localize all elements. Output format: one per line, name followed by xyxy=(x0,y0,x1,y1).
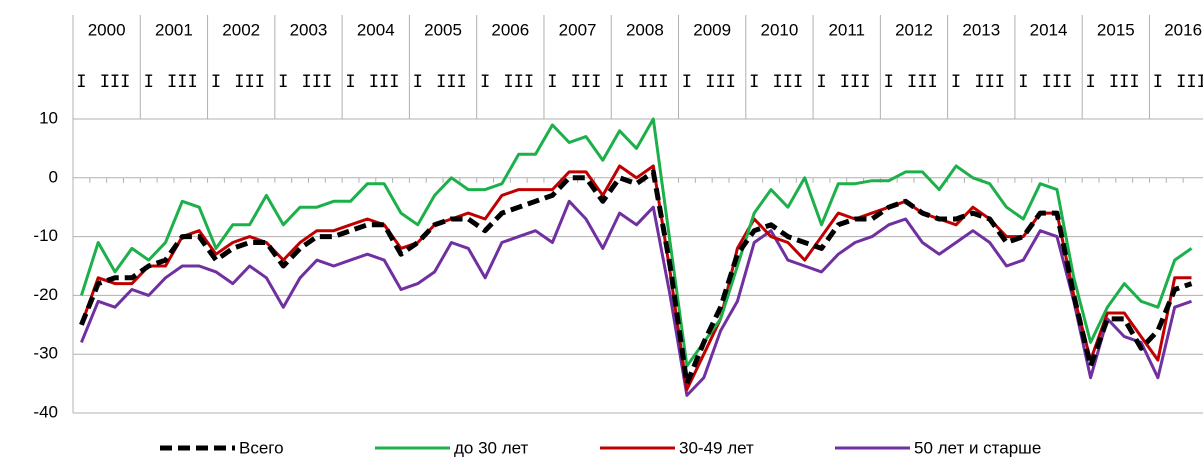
quarter-label: I xyxy=(278,72,288,92)
quarter-label: III xyxy=(638,72,669,92)
quarter-label: III xyxy=(100,72,131,92)
y-tick-label: 0 xyxy=(49,167,58,186)
quarter-label: III xyxy=(1109,72,1140,92)
year-label: 2013 xyxy=(962,20,1000,39)
year-label: 2009 xyxy=(693,20,731,39)
y-tick-label: -10 xyxy=(33,226,58,245)
quarter-label: I xyxy=(345,72,355,92)
year-label: 2015 xyxy=(1097,20,1135,39)
quarter-label: III xyxy=(840,72,871,92)
quarter-label: I xyxy=(413,72,423,92)
quarter-label: I xyxy=(615,72,625,92)
y-tick-label: 10 xyxy=(39,108,58,127)
y-tick-label: -20 xyxy=(33,285,58,304)
legend-label: 50 лет и старше xyxy=(914,438,1041,457)
year-label: 2012 xyxy=(895,20,933,39)
quarter-label: III xyxy=(1176,72,1203,92)
quarter-label: I xyxy=(480,72,490,92)
quarter-label: III xyxy=(705,72,736,92)
year-label: 2000 xyxy=(88,20,126,39)
quarter-label: I xyxy=(1085,72,1095,92)
year-label: 2002 xyxy=(222,20,260,39)
year-label: 2011 xyxy=(828,20,865,39)
quarter-label: I xyxy=(816,72,826,92)
year-label: 2007 xyxy=(559,20,597,39)
year-label: 2006 xyxy=(491,20,529,39)
quarter-label: I xyxy=(951,72,961,92)
quarter-label: I xyxy=(682,72,692,92)
year-label: 2005 xyxy=(424,20,462,39)
quarter-label: III xyxy=(167,72,198,92)
quarter-label: III xyxy=(234,72,265,92)
quarter-label: I xyxy=(749,72,759,92)
series-line xyxy=(79,117,1193,368)
y-tick-label: -30 xyxy=(33,344,58,363)
series-line xyxy=(80,199,1192,397)
year-label: 2010 xyxy=(761,20,799,39)
quarter-label: III xyxy=(772,72,803,92)
year-label: 2003 xyxy=(290,20,328,39)
quarter-label: III xyxy=(571,72,602,92)
quarter-label: III xyxy=(436,72,467,92)
quarter-label: III xyxy=(302,72,333,92)
legend-label: Всего xyxy=(239,438,284,457)
legend-label: до 30 лет xyxy=(454,438,529,457)
series-line xyxy=(79,169,1193,387)
quarter-label: I xyxy=(144,72,154,92)
quarter-label: III xyxy=(369,72,400,92)
year-label: 2016 xyxy=(1164,20,1202,39)
legend-label: 30-49 лет xyxy=(679,438,754,457)
quarter-label: III xyxy=(907,72,938,92)
year-label: 2004 xyxy=(357,20,395,39)
quarter-label: I xyxy=(547,72,557,92)
quarter-label: I xyxy=(1153,72,1163,92)
quarter-label: I xyxy=(76,72,86,92)
quarter-label: III xyxy=(974,72,1005,92)
quarter-label: I xyxy=(884,72,894,92)
quarter-label: I xyxy=(1018,72,1028,92)
series-line xyxy=(79,164,1192,391)
year-label: 2014 xyxy=(1030,20,1068,39)
quarter-label: I xyxy=(211,72,221,92)
quarter-label: III xyxy=(1042,72,1073,92)
year-label: 2008 xyxy=(626,20,664,39)
quarter-label: III xyxy=(503,72,534,92)
y-tick-label: -40 xyxy=(33,402,58,421)
year-label: 2001 xyxy=(155,20,193,39)
